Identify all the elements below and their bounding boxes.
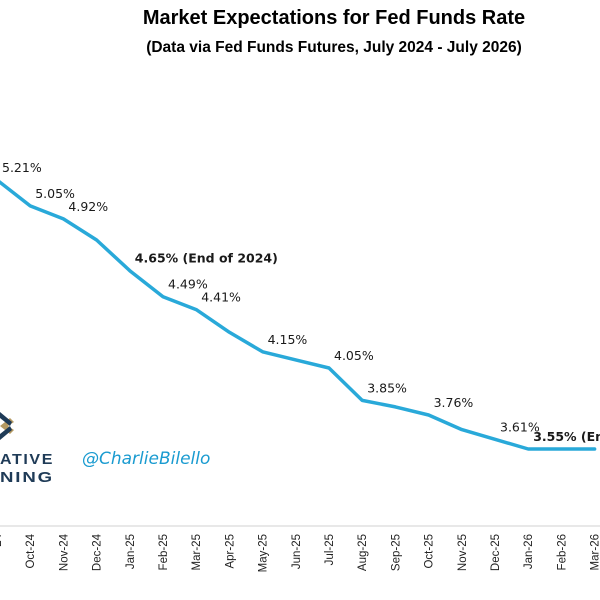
data-label: 3.85% xyxy=(367,380,407,395)
data-label: 4.65% (End of 2024) xyxy=(135,251,278,266)
data-label: 4.92% xyxy=(68,199,108,214)
x-tick-label: Mar-26 xyxy=(590,534,600,570)
data-label: 4.15% xyxy=(268,332,308,347)
watermark-handle: @CharlieBilello xyxy=(82,449,210,469)
x-tick-label: Apr-25 xyxy=(224,534,236,569)
data-labels: 5.21%5.05%4.92%4.65% (End of 2024)4.49%4… xyxy=(2,160,600,444)
logo-icon xyxy=(0,412,14,440)
x-tick-label: Oct-24 xyxy=(25,533,37,568)
x-tick-label: Nov-24 xyxy=(58,533,70,571)
x-tick-label: Dec-25 xyxy=(490,534,502,571)
data-label: 4.41% xyxy=(201,290,241,305)
x-tick-label: Jan-26 xyxy=(523,534,535,569)
series-line xyxy=(0,180,597,451)
data-label: 4.49% xyxy=(168,277,208,292)
x-tick-label: -24 xyxy=(0,533,4,550)
data-label: 3.55% (End of 2025) xyxy=(533,429,600,444)
x-tick-label: Aug-25 xyxy=(357,534,369,571)
x-tick-label: Oct-25 xyxy=(424,534,436,569)
x-tick-label: Jun-25 xyxy=(291,534,303,569)
x-tick-label: Sep-25 xyxy=(390,534,402,571)
x-tick-label: Jan-25 xyxy=(125,534,137,569)
chart-subtitle: (Data via Fed Funds Futures, July 2024 -… xyxy=(146,39,522,56)
x-tick-label: Feb-26 xyxy=(556,534,568,570)
logo-text-line1: ATIVE xyxy=(0,451,54,468)
data-label: 4.05% xyxy=(334,348,374,363)
data-label: 5.21% xyxy=(2,160,42,175)
chart-title: Market Expectations for Fed Funds Rate xyxy=(143,7,525,29)
x-tick-label: Dec-24 xyxy=(92,533,104,571)
x-tick-label: Feb-25 xyxy=(158,534,170,570)
data-label: 3.76% xyxy=(434,395,474,410)
x-tick-labels: -24 Oct-24 Nov-24 Dec-24 Jan-25 Feb-25 Mar-25 A… xyxy=(0,533,600,572)
x-tick-label: May-25 xyxy=(258,534,270,572)
x-tick-label: Mar-25 xyxy=(191,534,203,570)
watermark: ATIVE NING @CharlieBilello xyxy=(0,412,210,486)
data-label: 3.61% xyxy=(500,419,540,434)
x-tick-label: Nov-25 xyxy=(457,534,469,571)
data-label: 5.05% xyxy=(35,186,75,201)
logo-text-line2: NING xyxy=(0,469,54,486)
x-tick-label: Jul-25 xyxy=(324,534,336,565)
